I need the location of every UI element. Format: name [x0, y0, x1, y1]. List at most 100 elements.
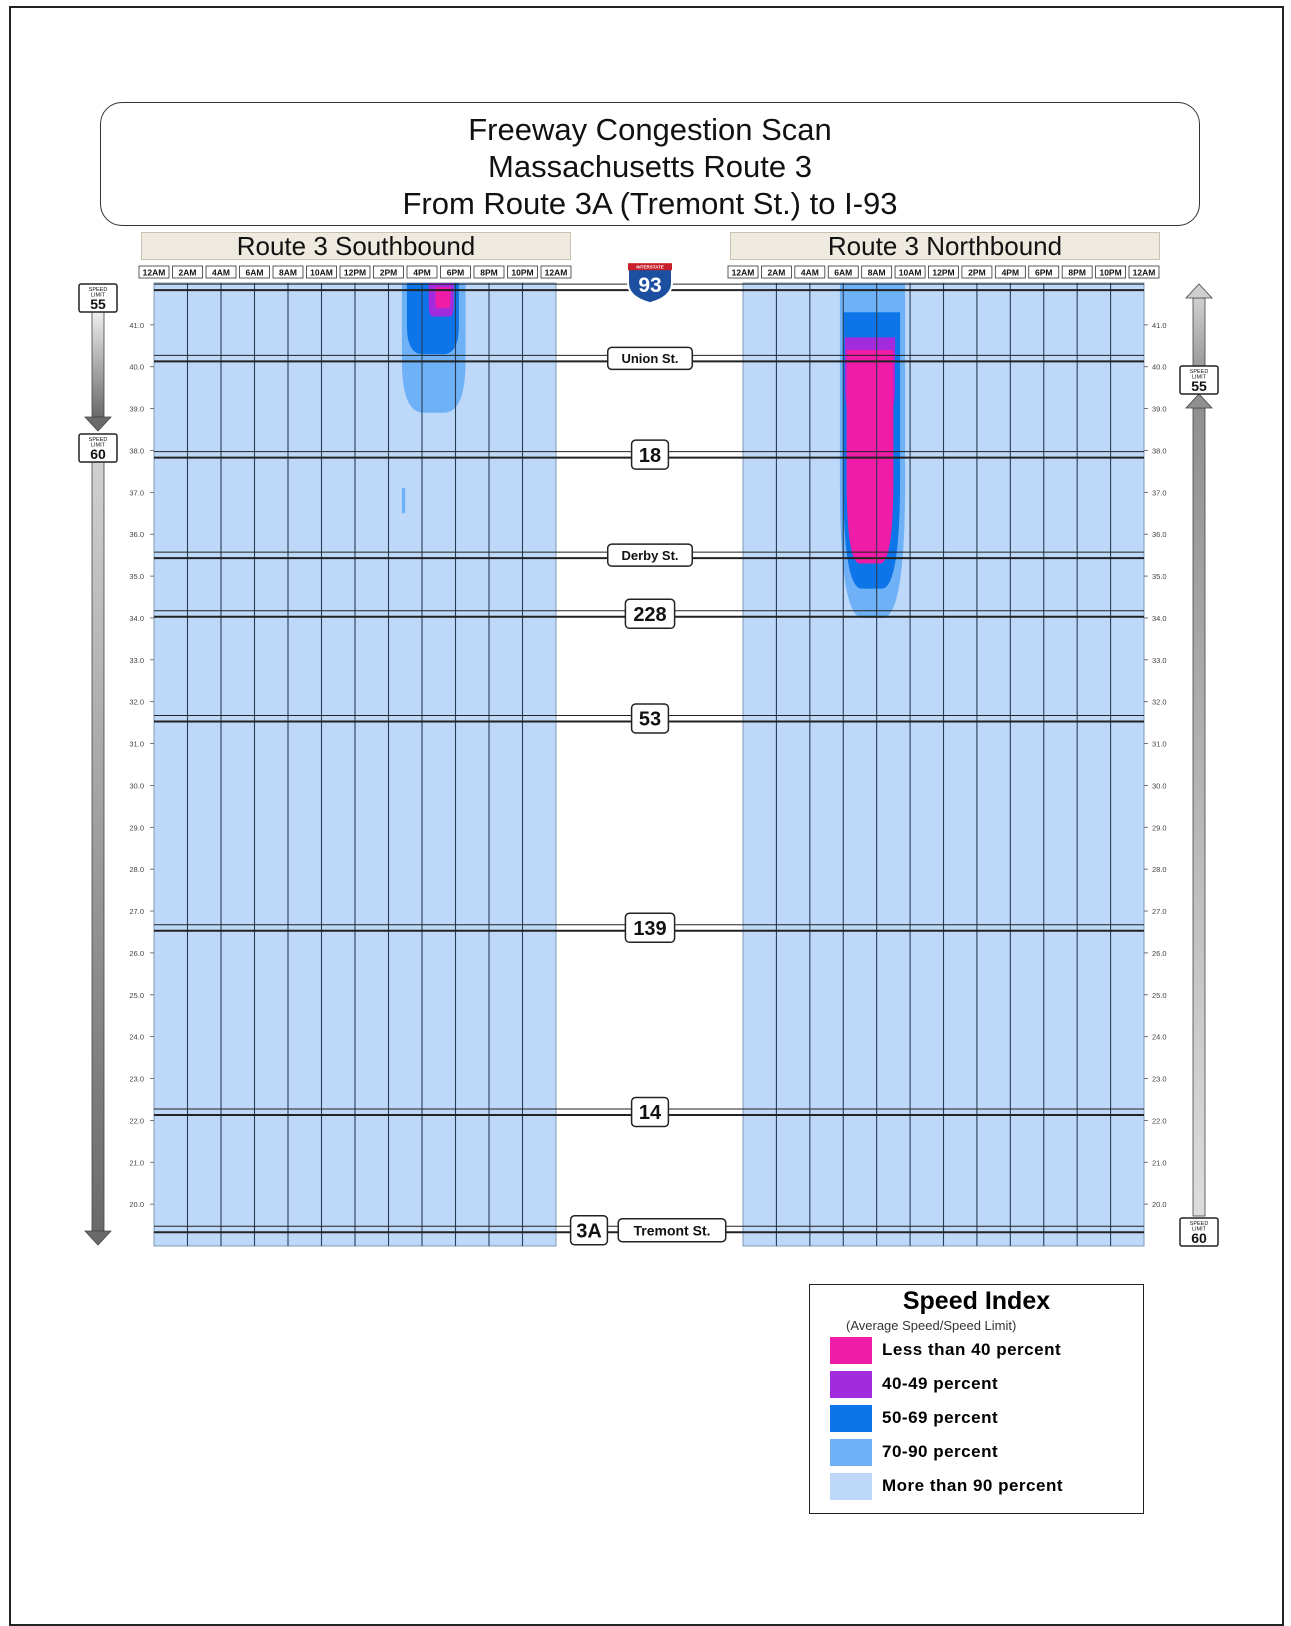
time-label-box	[894, 265, 926, 279]
northbound-time-label: 8PM	[1068, 268, 1085, 278]
route-228-shield: 228	[624, 598, 676, 630]
y-tick-label-left: 32.0	[129, 698, 144, 707]
route-3a-shield-text: 3A	[576, 1220, 602, 1242]
y-tick-label-left: 20.0	[129, 1200, 144, 1209]
y-tick-label-left: 25.0	[129, 991, 144, 1000]
time-label-box	[1061, 265, 1093, 279]
southbound-time-label: 12AM	[545, 268, 568, 278]
northbound-panel-title: Route 3 Northbound	[730, 232, 1160, 260]
legend-swatch	[830, 1472, 872, 1500]
northbound-time-label: 12PM	[932, 268, 954, 278]
y-tick-label-right: 23.0	[1152, 1075, 1167, 1084]
y-tick-label-left: 36.0	[129, 530, 144, 539]
route-228-shield-box	[624, 598, 676, 630]
northbound-time-label: 4PM	[1002, 268, 1019, 278]
time-label-box	[507, 265, 538, 279]
southbound-time-label: 6PM	[447, 268, 464, 278]
time-label-box	[540, 265, 572, 279]
tremont-st-label-text: Tremont St.	[633, 1222, 710, 1238]
y-tick-label-right: 34.0	[1152, 614, 1167, 623]
route-18-shield-box	[630, 439, 670, 470]
southbound-time-label: 6AM	[246, 268, 264, 278]
y-tick-label-left: 27.0	[129, 907, 144, 916]
y-tick-label-right: 28.0	[1152, 865, 1167, 874]
legend-item: 40-49 percent	[830, 1367, 1143, 1401]
route-14-shield-box	[630, 1096, 670, 1128]
arrow-shaft	[1192, 407, 1206, 1217]
y-tick-label-right: 21.0	[1152, 1158, 1167, 1167]
y-tick-label-left: 23.0	[129, 1075, 144, 1084]
northbound-time-label: 12AM	[1133, 268, 1156, 278]
legend-item: More than 90 percent	[830, 1469, 1143, 1503]
southbound-arrow-upper	[84, 311, 112, 432]
y-tick-label-left: 41.0	[129, 321, 144, 330]
shield-body	[627, 262, 673, 305]
legend-swatch	[830, 1370, 872, 1398]
y-tick-label-left: 39.0	[129, 405, 144, 414]
speed-sign-subheader: LIMIT	[91, 443, 106, 449]
arrow-shaft	[91, 311, 105, 418]
southbound-time-label: 4AM	[212, 268, 230, 278]
y-tick-label-left: 21.0	[129, 1158, 144, 1167]
y-tick-label-left: 26.0	[129, 949, 144, 958]
y-tick-label-right: 36.0	[1152, 530, 1167, 539]
y-tick-label-left: 34.0	[129, 614, 144, 623]
speed-sign-board	[1179, 365, 1219, 395]
northbound-arrow-upper	[1185, 283, 1213, 367]
southbound-time-label: 12PM	[344, 268, 366, 278]
speed-sign-header: SPEED	[89, 437, 108, 443]
y-tick-label-right: 37.0	[1152, 488, 1167, 497]
southbound-congestion-region	[401, 488, 406, 514]
time-label-box	[406, 265, 438, 279]
time-label-box	[473, 265, 505, 279]
legend-title: Speed Index	[902, 1287, 1051, 1315]
route-139-shield: 139	[624, 912, 676, 944]
time-label-box	[961, 265, 993, 279]
time-label-box	[994, 265, 1026, 279]
time-label-box	[339, 265, 371, 279]
route-228-shield-text: 228	[633, 604, 666, 626]
time-label-box	[727, 265, 759, 279]
arrow-head	[1185, 393, 1213, 409]
derby-st-label-text: Derby St.	[621, 548, 678, 563]
time-label-box	[1128, 265, 1160, 279]
southbound-congestion-region	[435, 287, 451, 309]
y-tick-label-left: 22.0	[129, 1116, 144, 1125]
route-18-shield-text: 18	[639, 445, 661, 467]
speed-sign-subheader: LIMIT	[1192, 375, 1207, 381]
y-tick-label-right: 41.0	[1152, 321, 1167, 330]
northbound-time-label: 2PM	[968, 268, 985, 278]
time-label-box	[1095, 265, 1126, 279]
route-139-shield-box	[624, 912, 676, 944]
speed-sign-board	[78, 433, 118, 463]
time-label-box	[1028, 265, 1060, 279]
route-53-shield: 53	[630, 703, 670, 734]
congestion-scan-chart: 20.0 20.0 21.0 21.0 22.0 22.0 23.0 23.0 24.0 24.0…	[78, 262, 1219, 1247]
y-tick-label-right: 29.0	[1152, 823, 1167, 832]
northbound-arrow-lower	[1185, 393, 1213, 1217]
speed-sign-subheader: LIMIT	[91, 293, 106, 299]
y-tick-label-right: 33.0	[1152, 656, 1167, 665]
speed-sign-header: SPEED	[1190, 1221, 1209, 1227]
southbound-arrow-lower	[84, 461, 112, 1246]
northbound-time-label: 2AM	[767, 268, 785, 278]
legend-label: 50-69 percent	[882, 1408, 999, 1427]
speed-sign-board	[78, 283, 118, 313]
legend-item: 70-90 percent	[830, 1435, 1143, 1469]
northbound-time-label: 6PM	[1035, 268, 1052, 278]
time-label-box	[827, 265, 859, 279]
time-label-box	[138, 265, 170, 279]
time-label-box	[861, 265, 893, 279]
title-line-3: From Route 3A (Tremont St.) to I-93	[402, 186, 898, 221]
northbound-time-label: 8AM	[868, 268, 886, 278]
y-tick-label-left: 40.0	[129, 363, 144, 372]
y-tick-label-right: 32.0	[1152, 698, 1167, 707]
route-14-shield: 14	[630, 1096, 670, 1128]
interstate-93-shield-icon: INTERSTATE 93	[627, 262, 673, 305]
y-tick-label-left: 35.0	[129, 572, 144, 581]
speed-sign-board	[1179, 1217, 1219, 1247]
northbound-time-label: 6AM	[834, 268, 852, 278]
